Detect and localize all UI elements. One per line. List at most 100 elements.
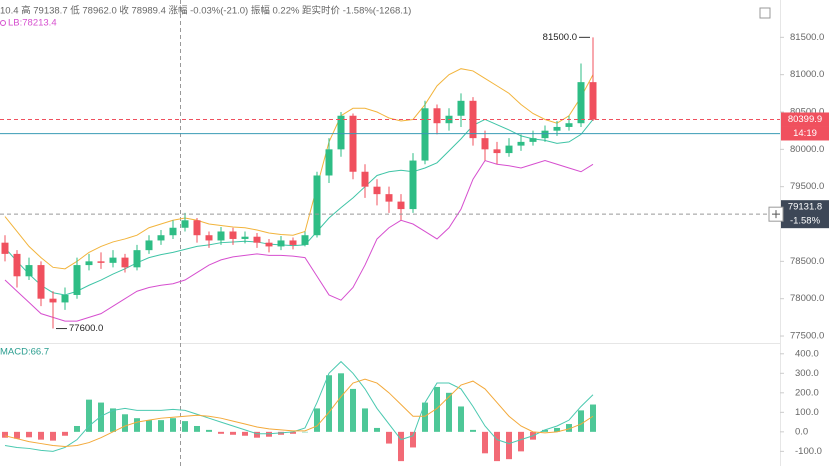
candle-body <box>229 231 237 239</box>
macd-bar <box>410 431 416 448</box>
macd-bar <box>566 424 572 432</box>
macd-bar <box>62 431 68 436</box>
candle-body <box>145 240 153 251</box>
macd-bar <box>326 375 332 432</box>
candle-body <box>337 115 345 150</box>
y-tick-label: -100.0 <box>795 446 822 457</box>
macd-bar <box>50 431 56 441</box>
candle-body <box>277 240 285 247</box>
countdown-label: 14:19 <box>793 128 817 139</box>
macd-bar <box>446 392 452 432</box>
band-dot <box>0 20 6 26</box>
candle-body <box>529 138 537 142</box>
macd-line <box>4 360 594 452</box>
macd-bar <box>110 408 116 432</box>
candle-body <box>517 141 525 146</box>
macd-bar <box>122 414 128 432</box>
macd-bar <box>218 431 224 434</box>
candle-body <box>49 298 57 303</box>
macd-bar <box>254 431 260 438</box>
macd-bar <box>206 429 212 432</box>
y-tick-label: 78500.0 <box>790 256 824 267</box>
candle-body <box>13 253 21 277</box>
macd-bar <box>26 431 32 438</box>
candle-body <box>361 171 369 187</box>
band-label: LB:78213.4 <box>8 18 57 29</box>
candle-body <box>457 100 465 116</box>
low-label: 77600.0 <box>69 323 103 334</box>
macd-bar <box>182 421 188 432</box>
macd-bar <box>194 425 200 432</box>
crosshair-price: 79131.8 <box>788 202 822 213</box>
macd-bar <box>158 420 164 432</box>
macd-bar <box>38 431 44 440</box>
candle-body <box>313 175 321 236</box>
candle-body <box>565 123 573 127</box>
y-tick-label: 77500.0 <box>790 331 824 342</box>
candle-body <box>73 265 81 295</box>
y-tick-label: 200.0 <box>795 387 819 398</box>
candle-body <box>85 261 93 266</box>
candle-body <box>37 265 45 299</box>
candle-body <box>289 240 297 245</box>
y-tick-label: 80000.0 <box>790 144 824 155</box>
band-line <box>4 118 594 296</box>
macd-bar <box>578 410 584 432</box>
settings-icon[interactable] <box>759 7 771 19</box>
candle-body <box>349 115 357 172</box>
candle-body <box>505 145 513 154</box>
macd-bar <box>458 406 464 432</box>
candle-body <box>253 236 261 243</box>
macd-bar <box>482 431 488 454</box>
macd-bar <box>374 427 380 432</box>
macd-bar <box>422 402 428 432</box>
candle-body <box>421 108 429 161</box>
macd-bar <box>506 431 512 460</box>
band-line <box>4 159 594 322</box>
high-label: 81500.0 <box>543 32 577 43</box>
macd-bar <box>302 431 308 433</box>
y-tick-label: 81500.0 <box>790 32 824 43</box>
header-info: 10.4 高 79138.7 低 78962.0 收 78989.4 涨幅 -0… <box>0 5 411 17</box>
macd-bar <box>98 402 104 432</box>
candle-body <box>553 126 561 131</box>
macd-bar <box>14 431 20 439</box>
macd-bar <box>398 431 404 462</box>
candle-body <box>493 149 501 154</box>
candle-body <box>25 265 33 277</box>
last-price-label: 80399.9 <box>788 114 822 125</box>
candle-body <box>397 201 405 210</box>
y-tick-label: 400.0 <box>795 348 819 359</box>
macd-bar <box>86 399 92 432</box>
candle-body <box>433 108 441 124</box>
macd-bar <box>470 429 476 432</box>
macd-line <box>4 378 594 447</box>
y-tick-label: 100.0 <box>795 407 819 418</box>
add-alert-icon <box>772 210 780 219</box>
crosshair-change: -1.58% <box>790 216 821 227</box>
candle-body <box>169 227 177 236</box>
candle-body <box>157 235 165 241</box>
macd-bar <box>554 427 560 432</box>
candle-body <box>1 242 9 254</box>
crosshair-box <box>781 200 829 229</box>
candle-body <box>97 261 105 263</box>
macd-bar <box>434 386 440 432</box>
y-tick-label: 81000.0 <box>790 69 824 80</box>
band-line <box>4 68 594 270</box>
macd-bar <box>290 431 296 434</box>
macd-bar <box>146 420 152 432</box>
macd-title: MACD:66.7 <box>0 347 49 358</box>
candle-body <box>301 235 309 245</box>
candle-body <box>409 160 417 210</box>
macd-bar <box>242 431 248 436</box>
macd-bar <box>494 431 500 462</box>
countdown-box <box>781 126 829 141</box>
macd-bar <box>134 418 140 432</box>
macd-bar <box>74 425 80 432</box>
candle-body <box>241 236 249 239</box>
macd-bar <box>350 388 356 432</box>
candle-body <box>133 250 141 268</box>
